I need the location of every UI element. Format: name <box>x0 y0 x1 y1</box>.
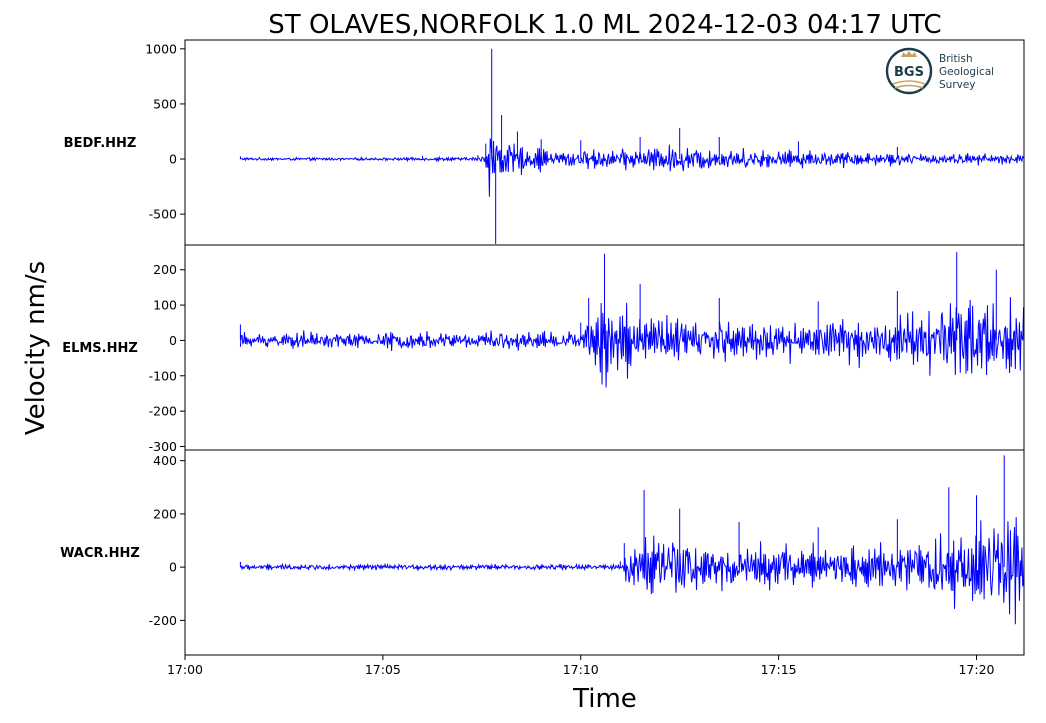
trace-elms-hhz <box>239 252 1024 388</box>
y-tick-label: 200 <box>153 262 177 277</box>
x-axis-label: Time <box>572 684 637 714</box>
y-tick-label: 200 <box>153 506 177 521</box>
station-label: WACR.HHZ <box>60 546 140 561</box>
x-tick-label: 17:05 <box>365 662 401 677</box>
panel-wacr-hhz: 400 200 0 -200 WACR.HHZ <box>60 449 1025 656</box>
trace-bedf-hhz <box>239 48 1024 244</box>
station-label: ELMS.HHZ <box>62 341 138 356</box>
logo-line-2: Geological <box>939 66 994 78</box>
chart-title: ST OLAVES,NORFOLK 1.0 ML 2024-12-03 04:1… <box>268 10 941 40</box>
y-tick-label: 0 <box>169 333 177 348</box>
y-axis-label: Velocity nm/s <box>21 261 51 435</box>
y-tick-label: -200 <box>149 613 177 628</box>
x-tick-label: 17:00 <box>167 662 203 677</box>
bgs-logo: BGS British Geological Survey <box>885 47 994 95</box>
y-tick-label: -500 <box>149 207 177 222</box>
x-tick-label: 17:20 <box>958 662 994 677</box>
y-tick-label: 0 <box>169 560 177 575</box>
panels-group: 10005000-500BEDF.HHZ2001000-100-200-300E… <box>60 39 1025 656</box>
y-tick-label: 100 <box>153 298 177 313</box>
logo-line-1: British <box>939 53 973 65</box>
wave-icon <box>892 80 926 89</box>
panel-frame <box>184 449 1025 656</box>
x-tick-label: 17:10 <box>563 662 599 677</box>
logo-initials: BGS <box>894 65 924 80</box>
y-tick-label: 0 <box>169 152 177 167</box>
y-tick-label: -300 <box>149 439 177 454</box>
station-label: BEDF.HHZ <box>64 136 137 151</box>
y-tick-label: -100 <box>149 368 177 383</box>
y-tick-label: 400 <box>153 453 177 468</box>
panel-bedf-hhz: 1000 500 0 -500 BEDF.HHZ <box>64 39 1025 246</box>
y-tick-label: 1000 <box>145 41 177 56</box>
crown-icon <box>901 51 917 57</box>
logo-line-3: Survey <box>939 79 976 91</box>
y-tick-label: -200 <box>149 404 177 419</box>
panel-elms-hhz: 200 100 0 -100 -200 -300 ELMS.HHZ <box>62 244 1025 454</box>
x-tick-label: 17:15 <box>761 662 797 677</box>
y-tick-label: 500 <box>153 96 177 111</box>
trace-wacr-hhz <box>239 455 1024 625</box>
